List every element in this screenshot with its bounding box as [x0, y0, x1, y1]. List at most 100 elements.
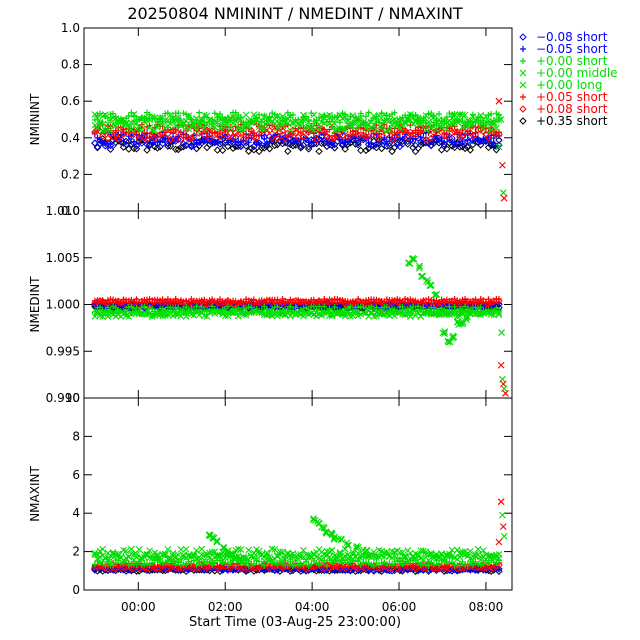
- data-point: [136, 308, 143, 315]
- data-point: [198, 545, 206, 553]
- data-point: [133, 553, 140, 561]
- data-point: [471, 563, 480, 572]
- data-point: [297, 142, 305, 150]
- data-point: [297, 551, 305, 559]
- data-point: [278, 139, 287, 148]
- data-point: [132, 142, 141, 150]
- data-point: [484, 135, 493, 143]
- data-point: [342, 111, 349, 118]
- data-point: [347, 303, 354, 310]
- data-point: [482, 113, 490, 120]
- data-point: [390, 566, 399, 575]
- data-point: [414, 125, 422, 133]
- data-point: [253, 555, 260, 563]
- data-point: [276, 299, 283, 306]
- data-point: [342, 564, 349, 571]
- data-point: [149, 305, 156, 312]
- data-point: [341, 125, 349, 133]
- data-point: [466, 146, 474, 154]
- data-point: [156, 130, 164, 139]
- data-point: [393, 556, 401, 564]
- excursion-points: [205, 515, 371, 566]
- data-point: [419, 136, 428, 144]
- data-point: [344, 133, 352, 141]
- data-point: [227, 117, 234, 124]
- data-point: [222, 559, 229, 566]
- data-point: [328, 134, 336, 142]
- data-point: [242, 564, 250, 573]
- data-point: [360, 120, 367, 127]
- data-point: [453, 118, 461, 126]
- data-point: [432, 291, 440, 299]
- data-point: [193, 126, 200, 134]
- data-point: [323, 562, 330, 569]
- data-point: [360, 304, 367, 311]
- data-point: [200, 131, 209, 139]
- data-point: [91, 128, 98, 135]
- data-point: [117, 553, 125, 561]
- data-point: [112, 127, 119, 134]
- data-point: [436, 310, 443, 318]
- series-2: [91, 109, 502, 127]
- data-point: [454, 115, 461, 122]
- data-point: [101, 554, 109, 562]
- data-point: [128, 109, 135, 116]
- data-point: [352, 299, 359, 306]
- data-point: [346, 563, 355, 572]
- data-point: [279, 295, 286, 302]
- data-point: [435, 554, 443, 562]
- data-point: [258, 144, 266, 152]
- legend-marker: [519, 81, 527, 89]
- data-point: [440, 564, 448, 573]
- data-point: [325, 564, 334, 572]
- data-point: [276, 548, 284, 556]
- data-point: [351, 140, 360, 148]
- data-point: [284, 549, 292, 557]
- data-point: [498, 329, 505, 336]
- y-tick-label: 1.005: [46, 251, 80, 265]
- data-point: [402, 296, 409, 303]
- data-point: [263, 119, 270, 126]
- panel-frame: [83, 397, 513, 591]
- data-point: [443, 124, 450, 131]
- data-point: [258, 307, 265, 314]
- data-point: [326, 118, 333, 125]
- data-point: [329, 299, 336, 306]
- data-point: [290, 307, 297, 314]
- data-point: [250, 133, 258, 141]
- data-point: [401, 552, 409, 560]
- data-point: [130, 309, 138, 317]
- data-point: [214, 114, 221, 121]
- data-point: [325, 134, 334, 142]
- data-point: [196, 125, 203, 132]
- data-point: [331, 533, 339, 541]
- data-point: [422, 299, 429, 306]
- data-point: [499, 511, 506, 519]
- data-point: [170, 113, 177, 120]
- data-point: [148, 554, 156, 562]
- data-point: [130, 144, 138, 153]
- data-point: [268, 545, 276, 553]
- data-point: [396, 296, 403, 303]
- data-point: [119, 143, 128, 151]
- data-point: [333, 132, 342, 140]
- data-point: [326, 305, 333, 312]
- data-point: [153, 144, 162, 152]
- data-point: [97, 304, 104, 311]
- data-point: [414, 551, 422, 559]
- data-point: [472, 310, 479, 318]
- y-tick-label: 2: [72, 545, 80, 559]
- data-point: [490, 565, 498, 573]
- data-point: [130, 138, 137, 145]
- data-point: [218, 146, 227, 155]
- data-point: [182, 141, 190, 150]
- data-point: [354, 124, 362, 131]
- data-point: [166, 564, 175, 572]
- data-point: [422, 126, 430, 134]
- data-point: [196, 140, 203, 147]
- data-point: [362, 132, 370, 141]
- data-point: [211, 110, 218, 117]
- data-point: [417, 120, 425, 128]
- data-point: [391, 109, 398, 116]
- data-point: [372, 143, 381, 152]
